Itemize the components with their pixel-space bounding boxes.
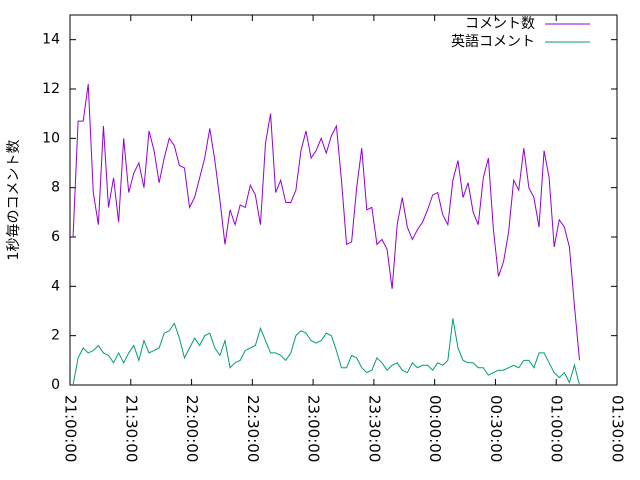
x-tick-label: 00:00:00 [426,395,444,462]
x-tick-label: 01:00:00 [548,395,566,462]
x-tick-label: 21:00:00 [62,395,80,462]
x-tick-label: 22:00:00 [183,395,201,462]
x-tick-label: 21:30:00 [122,395,140,462]
y-tick-label: 2 [51,328,60,344]
y-tick-label: 10 [42,130,60,146]
y-tick-label: 14 [42,32,60,48]
legend-label: 英語コメント [451,33,535,50]
y-tick-label: 12 [42,81,60,97]
x-tick-label: 23:30:00 [365,395,383,462]
y-tick-label: 8 [51,180,60,196]
y-tick-label: 6 [51,229,60,245]
plot-frame [69,14,618,386]
y-axis-label: 1秒毎のコメント数 [6,140,22,261]
series-line [72,84,581,361]
y-tick-label: 4 [51,278,60,294]
series-line [72,318,581,386]
legend-label: コメント数 [465,16,535,32]
x-tick-label: 22:30:00 [244,395,262,462]
x-tick-label: 00:30:00 [487,395,505,462]
y-tick-label: 0 [51,377,60,393]
x-tick-label: 01:30:00 [609,395,627,462]
x-tick-label: 23:00:00 [305,395,323,462]
